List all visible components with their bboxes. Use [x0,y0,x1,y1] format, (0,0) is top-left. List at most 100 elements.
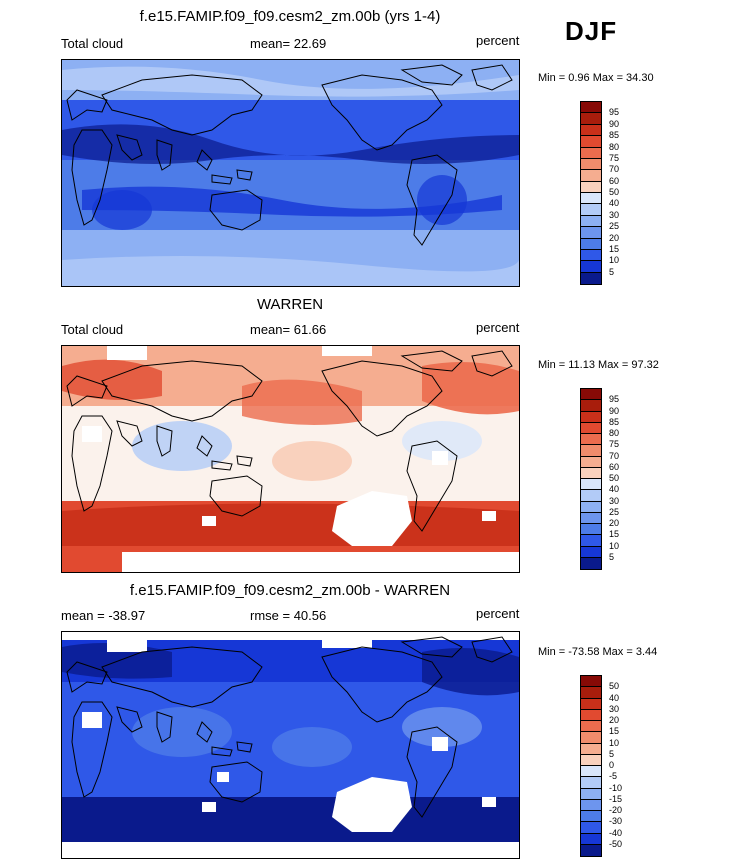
map-difference [61,631,520,859]
colorbar-tick-label: 95 [609,394,620,405]
colorbar-swatch [581,400,601,412]
colorbar-tick-label: 20 [609,715,620,725]
colorbar-swatch [581,811,601,823]
colorbar-tick-label: 60 [609,461,620,472]
cloud-field-difference [62,632,519,858]
colorbar-tick-label: -20 [609,805,623,815]
colorbar-tick-label: 30 [609,703,620,714]
colorbar-swatch [581,754,601,766]
colorbar-tick-label: 0 [609,760,615,770]
colorbar-swatch [581,102,601,114]
colorbar-swatch [581,158,601,171]
colorbar-swatch [581,490,601,502]
colorbar-tick-label: 30 [609,209,620,220]
map-observation [61,345,520,573]
colorbar-tick-label: 40 [609,692,620,703]
colorbar-tick-label: 10 [609,540,620,551]
colorbar-swatch [581,799,601,811]
colorbar [580,675,602,857]
colorbar-swatch [581,238,601,250]
colorbar-swatch [581,535,601,547]
colorbar-swatch [581,193,601,205]
colorbar-tick-label: -5 [609,771,618,782]
colorbar-swatch [581,709,601,721]
colorbar-tick-label: -10 [609,782,623,793]
colorbar-tick-label: 15 [609,243,620,254]
colorbar-swatch [581,557,601,569]
colorbar-tick-label: 15 [609,529,620,540]
colorbar-swatch [581,467,601,479]
variable-label: Total cloud [61,322,124,337]
colorbar-tick-label: 25 [609,506,620,517]
colorbar-tick-label: -50 [609,838,623,849]
colorbar-swatch [581,411,601,423]
colorbar-tick-label: 10 [609,255,620,266]
panel-title: f.e15.FAMIP.f09_f09.cesm2_zm.00b - WARRE… [129,582,451,599]
colorbar-tick-label: 10 [609,737,620,748]
panel-title: f.e15.FAMIP.f09_f09.cesm2_zm.00b (yrs 1-… [139,8,441,25]
colorbar-tick-label: 15 [609,726,620,737]
colorbar-tick-label: 30 [609,495,620,506]
colorbar-swatch [581,147,601,159]
colorbar-tick-label: 70 [609,164,620,175]
colorbar-swatch [581,422,601,434]
colorbar-swatch [581,844,601,856]
colorbar-swatch [581,512,601,524]
min-max-label: Min = -73.58 Max = 3.44 [538,646,658,658]
colorbar-tick-label: -40 [609,827,623,838]
colorbar-swatch [581,766,601,778]
colorbar-swatch [581,524,601,536]
colorbar-tick-label: 85 [609,130,620,141]
colorbar [580,101,602,285]
colorbar-tick-label: -15 [609,793,623,804]
colorbar-tick-label: 50 [609,681,620,692]
units-label: percent [476,606,520,621]
colorbar-swatch [581,687,601,699]
colorbar-tick-label: 95 [609,107,620,118]
variable-label: Total cloud [61,36,124,51]
colorbar-tick-label: -30 [609,816,623,827]
colorbar-swatch [581,249,601,262]
colorbar-tick-label: 25 [609,221,620,232]
colorbar-swatch [581,389,601,401]
colorbar-tick-label: 60 [609,175,620,186]
mean-label: mean= 61.66 [250,322,327,337]
colorbar [580,388,602,570]
colorbar-swatch [581,732,601,744]
colorbar-tick-label: 90 [609,405,620,416]
colorbar-swatch [581,833,601,845]
colorbar-swatch [581,204,601,216]
colorbar-swatch [581,136,601,148]
colorbar-swatch [581,170,601,182]
colorbar-tick-label: 5 [609,551,615,562]
rmse-label: rmse = 40.56 [250,608,327,623]
min-max-label: Min = 11.13 Max = 97.32 [538,359,659,371]
min-max-label: Min = 0.96 Max = 34.30 [538,72,654,84]
colorbar-tick-label: 20 [609,518,620,528]
mean-label: mean = -38.97 [61,608,146,623]
colorbar-swatch [581,546,601,558]
map-model [61,59,520,287]
colorbar-tick-label: 75 [609,152,620,163]
colorbar-swatch [581,721,601,733]
colorbar-tick-label: 50 [609,187,620,197]
colorbar-swatch [581,743,601,755]
colorbar-tick-label: 20 [609,232,620,243]
cloud-field-observation [62,346,519,572]
colorbar-swatch [581,272,601,284]
colorbar-swatch [581,227,601,239]
colorbar-swatch [581,456,601,468]
colorbar-tick-label: 80 [609,141,620,152]
colorbar-swatch [581,777,601,789]
colorbar-swatch [581,479,601,491]
colorbar-tick-label: 70 [609,450,620,461]
colorbar-swatch [581,434,601,446]
colorbar-tick-label: 85 [609,416,620,427]
colorbar-tick-label: 80 [609,428,620,438]
colorbar-swatch [581,501,601,513]
cloud-field-model [62,60,519,286]
colorbar-swatch [581,698,601,710]
colorbar-swatch [581,445,601,457]
season-label: DJF [565,16,618,46]
colorbar-tick-label: 5 [609,266,615,277]
